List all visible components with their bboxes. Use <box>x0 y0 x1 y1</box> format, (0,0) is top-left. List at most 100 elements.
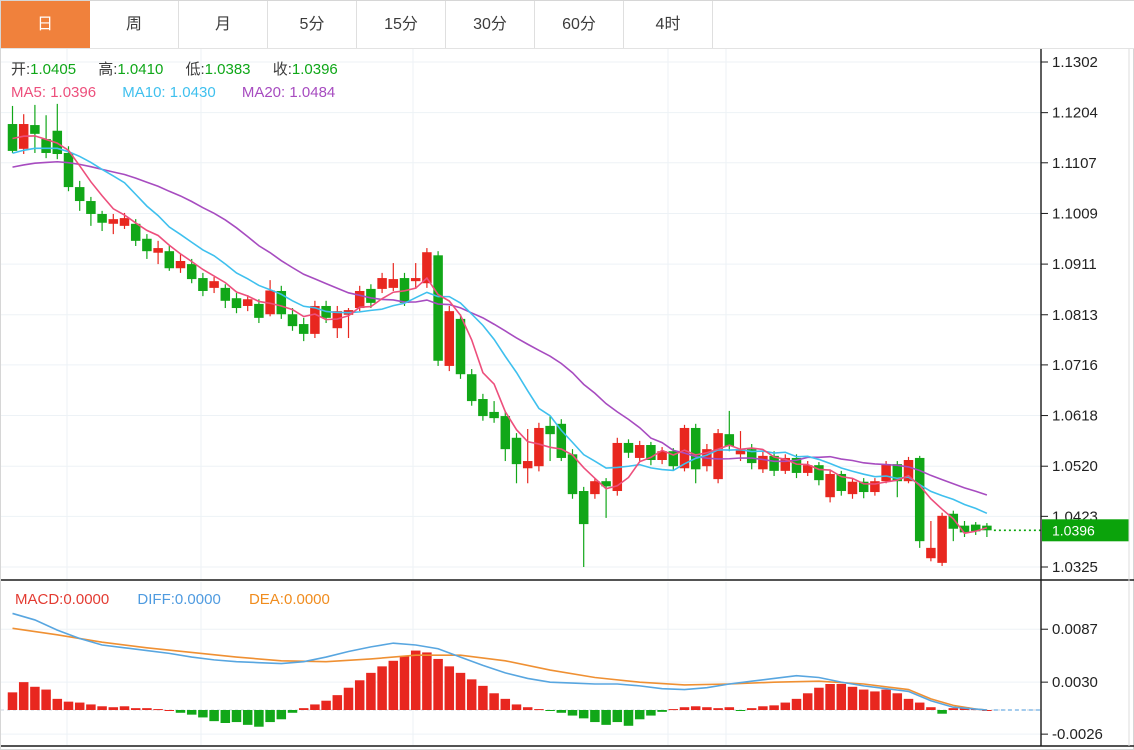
macd-histogram-bar <box>130 708 141 710</box>
macd-histogram-bar <box>119 706 130 710</box>
macd-histogram-bar <box>489 693 499 710</box>
candle-body <box>668 451 679 467</box>
macd-histogram-bar <box>590 710 600 723</box>
candle-body <box>567 454 578 495</box>
macd-histogram-bar <box>433 658 443 710</box>
ohlc-readout: 开:1.0405 高:1.0410 低:1.0383 收:1.0396 <box>11 58 356 79</box>
y-axis-label: 1.1204 <box>1052 105 1098 122</box>
candle-body <box>735 449 746 455</box>
macd-histogram-bar <box>746 708 757 710</box>
macd-histogram-bar <box>668 709 679 711</box>
candle-body <box>377 278 387 289</box>
macd-histogram-bar <box>657 710 667 712</box>
candle-body <box>534 427 544 467</box>
y-axis-label: 1.1009 <box>1052 205 1098 222</box>
tab-4时[interactable]: 4时 <box>624 1 713 48</box>
candle-body <box>433 255 443 361</box>
open-value: 1.0405 <box>30 61 77 78</box>
candle-body <box>466 374 477 402</box>
macd-histogram-bar <box>847 686 858 710</box>
ma5-readout: MA5: 1.0396 <box>11 84 97 101</box>
macd-histogram-bar <box>74 702 85 710</box>
candle-body <box>679 427 690 469</box>
macd-histogram-bar <box>758 706 768 710</box>
candle-body <box>545 425 555 435</box>
ma-readout: MA5: 1.0396 MA10: 1.0430 MA20: 1.0484 <box>11 84 335 101</box>
last-price-tag-text: 1.0396 <box>1052 522 1095 538</box>
macd-axis-label: 0.0030 <box>1052 674 1098 691</box>
candle-body <box>410 278 421 282</box>
candle-body <box>142 238 152 252</box>
dea-line <box>12 627 987 711</box>
candle-body <box>802 465 813 473</box>
candle-body <box>914 457 925 542</box>
macd-histogram-bar <box>500 698 511 710</box>
candle-body <box>108 219 119 224</box>
macd-histogram-bar <box>713 708 723 710</box>
tab-月[interactable]: 月 <box>179 1 268 48</box>
candle-body <box>119 218 130 226</box>
close-label: 收: <box>272 61 292 78</box>
macd-histogram-bar <box>914 702 925 710</box>
macd-histogram-bar <box>455 672 466 710</box>
ma20-line <box>12 160 988 496</box>
tab-周[interactable]: 周 <box>90 1 179 48</box>
candle-body <box>276 290 287 315</box>
last-price-tag <box>1042 519 1129 542</box>
candle-body <box>231 298 242 309</box>
macd-histogram-bar <box>242 710 253 725</box>
close-value: 1.0396 <box>291 61 338 78</box>
macd-histogram-bar <box>601 710 611 725</box>
macd-histogram-bar <box>735 710 746 711</box>
tab-日[interactable]: 日 <box>1 1 90 48</box>
candle-body <box>287 314 298 327</box>
candle-body <box>926 547 936 559</box>
macd-histogram-bar <box>612 710 623 723</box>
macd-histogram-bar <box>209 710 219 722</box>
tab-5分[interactable]: 5分 <box>268 1 357 48</box>
tab-15分[interactable]: 15分 <box>357 1 446 48</box>
macd-histogram-bar <box>377 666 387 710</box>
macd-histogram-bar <box>780 702 791 710</box>
low-value: 1.0383 <box>204 61 251 78</box>
candle-body <box>590 481 600 495</box>
candle-body <box>814 465 824 481</box>
macd-panel <box>7 612 1041 727</box>
macd-histogram-bar <box>366 672 376 710</box>
candle-body <box>847 481 858 495</box>
tab-30分[interactable]: 30分 <box>446 1 535 48</box>
macd-histogram-bar <box>86 704 96 710</box>
diff-line <box>12 612 987 711</box>
y-axis-label: 1.0911 <box>1052 256 1097 273</box>
candle-body <box>769 455 779 471</box>
tab-60分[interactable]: 60分 <box>535 1 624 48</box>
macd-histogram-bar <box>254 710 264 727</box>
candle-body <box>164 251 175 269</box>
macd-histogram-bar <box>354 680 365 710</box>
macd-histogram-bar <box>478 685 488 710</box>
candle-body <box>836 473 847 492</box>
macd-histogram-bar <box>231 710 242 723</box>
candle-body <box>63 152 74 188</box>
candle-body <box>186 264 197 280</box>
macd-histogram-bar <box>858 689 869 710</box>
macd-histogram-bar <box>198 710 208 718</box>
candle-body <box>556 423 567 458</box>
candle-body <box>758 455 768 470</box>
macd-histogram-bar <box>18 682 29 710</box>
ma10-readout: MA10: 1.0430 <box>122 84 216 101</box>
axes: 1.1302 1.1204 1.1107 1.1009 1.0911 1.0813 1.07… <box>1 48 1134 747</box>
macd-histogram-bar <box>881 689 891 710</box>
candle-body <box>970 524 981 532</box>
macd-histogram-bar <box>164 710 175 711</box>
candle-body <box>646 445 656 461</box>
macd-histogram-bar <box>186 710 197 715</box>
candle-body <box>511 437 522 465</box>
macd-histogram-bar <box>175 710 186 713</box>
macd-histogram-bar <box>321 700 331 710</box>
macd-histogram-bar <box>332 695 343 710</box>
y-axis-label: 1.0618 <box>1052 408 1098 425</box>
macd-histogram-bar <box>108 707 119 710</box>
